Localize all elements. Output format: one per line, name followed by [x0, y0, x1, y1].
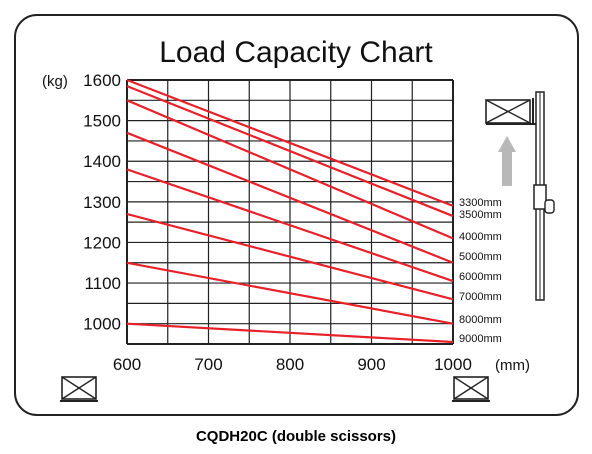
series-label: 8000mm: [459, 314, 502, 326]
y-unit-label: (kg): [42, 73, 68, 90]
series-line-3300mm: [126, 78, 454, 207]
series-label: 9000mm: [459, 333, 502, 345]
y-tick-label: 1600: [83, 71, 121, 90]
series-label: 3500mm: [459, 209, 502, 221]
y-tick-label: 1000: [83, 315, 121, 334]
axis-ticks: 1000 1100 1200 1300 1400 1500 1600 600 700 800 900…: [83, 71, 472, 374]
series-label: 4000mm: [459, 231, 502, 243]
y-tick-label: 1400: [83, 152, 121, 171]
y-tick-label: 1100: [84, 274, 121, 293]
y-tick-label: 1500: [83, 112, 121, 131]
series-label: 7000mm: [459, 291, 502, 303]
forklift-mast-icon: [485, 91, 555, 301]
chart-caption: CQDH20C (double scissors): [195, 428, 397, 445]
x-tick-label: 700: [194, 355, 222, 374]
plot-grid: [126, 79, 454, 345]
series-lines: [126, 78, 454, 344]
series-line-9000mm: [126, 322, 454, 344]
x-tick-label: 800: [276, 355, 304, 374]
chart-title: Load Capacity Chart: [159, 36, 433, 69]
chart-frame: [14, 14, 579, 416]
series-line-6000mm: [126, 168, 454, 283]
x-tick-label: 1000: [434, 355, 472, 374]
x-unit-label: (mm): [495, 357, 530, 374]
series-label: 3300mm: [459, 197, 502, 209]
series-line-7000mm: [126, 212, 454, 301]
x-tick-label: 600: [113, 355, 141, 374]
pallet-load-icon: [60, 376, 98, 402]
series-line-8000mm: [126, 261, 454, 325]
pallet-load-icon: [452, 376, 490, 402]
y-tick-label: 1200: [83, 233, 121, 252]
series-label: 6000mm: [459, 271, 502, 283]
lift-arrow-icon: [498, 136, 516, 186]
y-tick-label: 1300: [83, 193, 121, 212]
x-tick-label: 900: [357, 355, 385, 374]
series-line-5000mm: [126, 131, 454, 264]
series-line-4000mm: [126, 99, 454, 240]
series-label: 5000mm: [459, 251, 502, 263]
series-line-3500mm: [126, 85, 454, 218]
